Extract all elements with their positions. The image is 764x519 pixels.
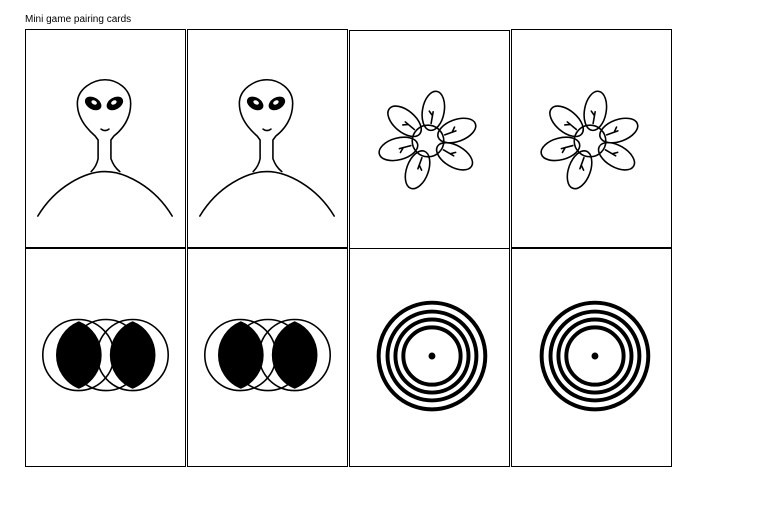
concentric-circles-icon — [376, 300, 488, 412]
card-flower-1[interactable] — [349, 30, 510, 249]
flower-icon — [378, 90, 477, 190]
card-circles-1[interactable] — [25, 248, 186, 467]
flower-icon — [540, 90, 639, 190]
card-flower-2[interactable] — [511, 29, 672, 248]
alien-icon — [37, 78, 173, 217]
page-title: Mini game pairing cards — [25, 14, 132, 25]
card-rings-1[interactable] — [349, 248, 510, 467]
card-alien-2[interactable] — [187, 29, 348, 248]
card-rings-2[interactable] — [511, 248, 672, 467]
overlapping-circles-icon — [203, 318, 332, 392]
alien-icon — [199, 78, 335, 217]
card-alien-1[interactable] — [25, 29, 186, 248]
card-circles-2[interactable] — [187, 248, 348, 467]
concentric-circles-icon — [539, 300, 651, 412]
overlapping-circles-icon — [41, 318, 170, 392]
